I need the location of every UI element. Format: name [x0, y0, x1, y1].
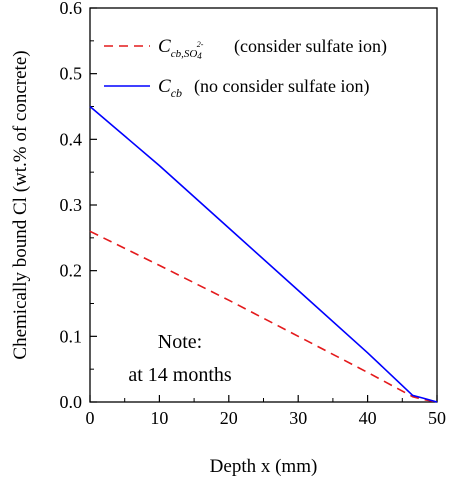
series-lines	[89, 105, 438, 403]
legend-desc-sulfate: (consider sulfate ion)	[234, 36, 387, 57]
x-axis-title: Depth x (mm)	[210, 456, 318, 477]
legend-symbol-subscript-4: 4	[197, 51, 202, 61]
x-tick-label: 40	[359, 408, 377, 428]
legend-symbol-superscript: 2-	[197, 40, 204, 49]
note-line-2: at 14 months	[128, 364, 232, 386]
y-tick-label: 0.2	[60, 261, 83, 281]
plot-area	[89, 7, 438, 403]
y-axis-title: Chemically bound Cl (wt.% of concrete)	[10, 50, 31, 359]
x-tick-label: 30	[289, 408, 307, 428]
legend-symbol-subscript: cb	[171, 86, 182, 100]
y-tick-label: 0.0	[60, 392, 83, 412]
note-line-1: Note:	[158, 331, 202, 353]
y-tick-label: 0.6	[60, 0, 83, 18]
note-annotation: Note: at 14 months	[128, 331, 232, 386]
series-line-sulfate	[89, 230, 438, 403]
tick-marks	[89, 7, 438, 403]
y-tick-label: 0.4	[60, 129, 83, 149]
x-tick-label: 10	[150, 408, 168, 428]
y-tick-label: 0.1	[60, 326, 83, 346]
legend: Ccb,SO4 2- (consider sulfate ion) Ccb (no…	[104, 36, 387, 100]
legend-symbol-no-sulfate: Ccb	[158, 76, 182, 100]
series-line-no-sulfate	[89, 105, 438, 403]
x-tick-label: 20	[220, 408, 238, 428]
legend-symbol-subscript: cb,SO	[171, 48, 198, 60]
x-tick-label: 50	[428, 408, 446, 428]
legend-symbol-sulfate: Ccb,SO4 2-	[158, 36, 204, 61]
legend-symbol-main: C	[158, 76, 171, 97]
legend-desc-no-sulfate: (no consider sulfate ion)	[194, 76, 369, 97]
plot-frame	[89, 7, 438, 403]
x-tick-label: 0	[86, 408, 95, 428]
y-tick-label: 0.3	[60, 195, 83, 215]
x-tick-labels: 0 10 20 30 40 50	[86, 408, 447, 428]
legend-symbol-main: C	[158, 36, 171, 57]
y-tick-label: 0.5	[60, 64, 83, 84]
y-tick-labels: 0.0 0.1 0.2 0.3 0.4 0.5 0.6	[60, 0, 83, 412]
